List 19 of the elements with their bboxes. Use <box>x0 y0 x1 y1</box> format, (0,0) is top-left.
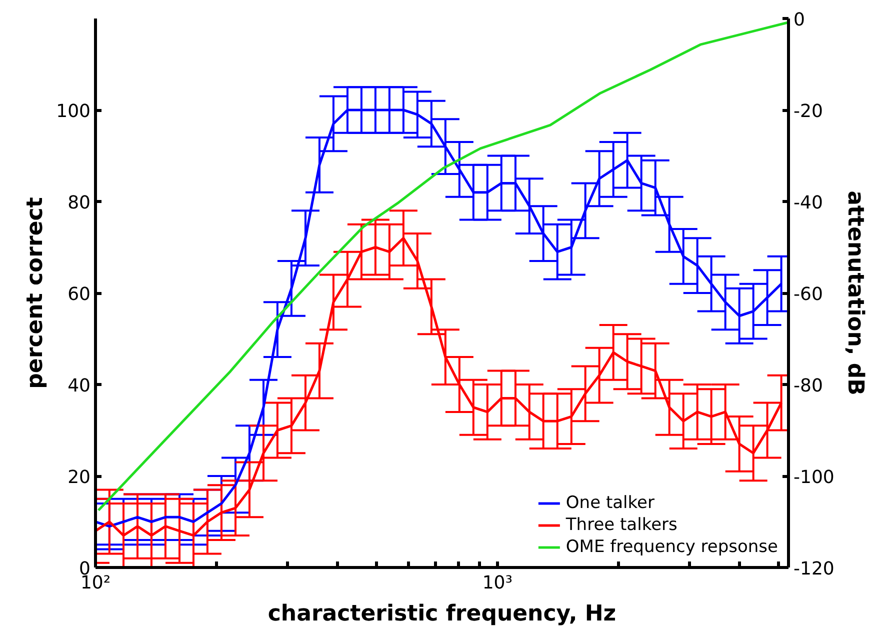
y-axis-title: percent correct <box>23 196 48 389</box>
y2-tick-label: -120 <box>794 558 834 580</box>
y2-tick-label: -40 <box>794 192 823 214</box>
y-tick-label: 40 <box>68 376 90 396</box>
y2-tick-label: -60 <box>794 284 823 305</box>
legend-label: One talker <box>566 493 654 513</box>
y2-tick-label: -80 <box>794 376 823 396</box>
y2-tick-label: 0 <box>794 10 805 30</box>
y-tick-label: 60 <box>68 284 90 305</box>
x-tick-label: 10³ <box>482 572 512 594</box>
y2-tick-label: -20 <box>794 101 823 122</box>
y2-tick-label: -100 <box>794 467 834 488</box>
legend-label: OME frequency repsonse <box>566 537 778 557</box>
x-axis-title: characteristic frequency, Hz <box>268 602 616 626</box>
y-tick-label: 80 <box>68 192 90 214</box>
legend-label: Three talkers <box>566 515 678 535</box>
y-tick-label: 100 <box>56 101 91 122</box>
y-tick-label: 20 <box>68 467 90 488</box>
y2-axis-title: attenutation, dB <box>842 190 868 396</box>
